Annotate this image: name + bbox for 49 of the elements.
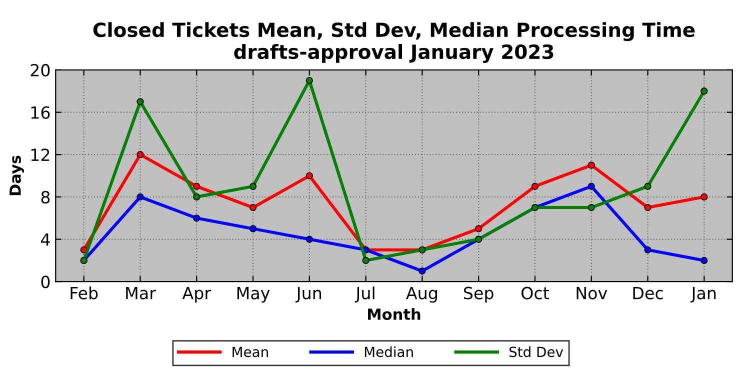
point — [306, 236, 313, 243]
legend-label: Std Dev — [509, 346, 564, 358]
point — [700, 193, 708, 200]
point — [588, 162, 595, 169]
point — [588, 204, 595, 212]
x-tick-label: Aug — [406, 286, 437, 303]
point — [644, 182, 652, 190]
point — [362, 256, 370, 264]
point — [418, 267, 426, 275]
x-tick-label: Sep — [464, 286, 494, 303]
y-tick-label: 16 — [31, 106, 50, 119]
point — [193, 214, 200, 222]
x-tick-label: Oct — [522, 286, 549, 300]
legend-label: Median — [364, 346, 413, 358]
x-tick-label: Jul — [354, 286, 374, 302]
x-tick-label: Mar — [126, 286, 156, 300]
point — [136, 193, 144, 200]
point — [249, 225, 257, 232]
y-tick-label: 20 — [30, 64, 50, 76]
point — [249, 182, 257, 190]
x-tick-label: Apr — [182, 286, 212, 303]
chart-title: Closed Tickets Mean, Std Dev, Median Processing Time drafts-approval January 2023 — [93, 22, 695, 64]
point — [475, 225, 482, 232]
y-axis-title: Days — [10, 156, 24, 196]
point — [306, 76, 313, 84]
point — [700, 256, 708, 264]
point — [249, 204, 257, 212]
x-tick-label: Jun — [296, 286, 322, 302]
point — [193, 182, 200, 190]
y-tick-label: 4 — [41, 233, 50, 246]
y-tick-label: 12 — [31, 148, 50, 161]
point — [644, 204, 652, 212]
point — [306, 172, 313, 180]
point — [700, 88, 708, 95]
x-tick-label: Feb — [70, 286, 98, 300]
point — [136, 98, 144, 106]
point — [531, 182, 539, 190]
x-axis-title: Month — [368, 308, 420, 320]
y-tick-label: 8 — [41, 190, 50, 204]
legend-label: Mean — [232, 346, 268, 358]
point — [193, 193, 200, 200]
point — [644, 246, 652, 254]
point — [588, 182, 595, 190]
x-tick-label: Jan — [690, 286, 716, 302]
point — [136, 151, 144, 158]
y-tick-label: 0 — [41, 276, 50, 288]
x-tick-label: Nov — [576, 286, 608, 300]
x-tick-label: Dec — [633, 286, 663, 300]
x-tick-label: May — [237, 286, 270, 303]
